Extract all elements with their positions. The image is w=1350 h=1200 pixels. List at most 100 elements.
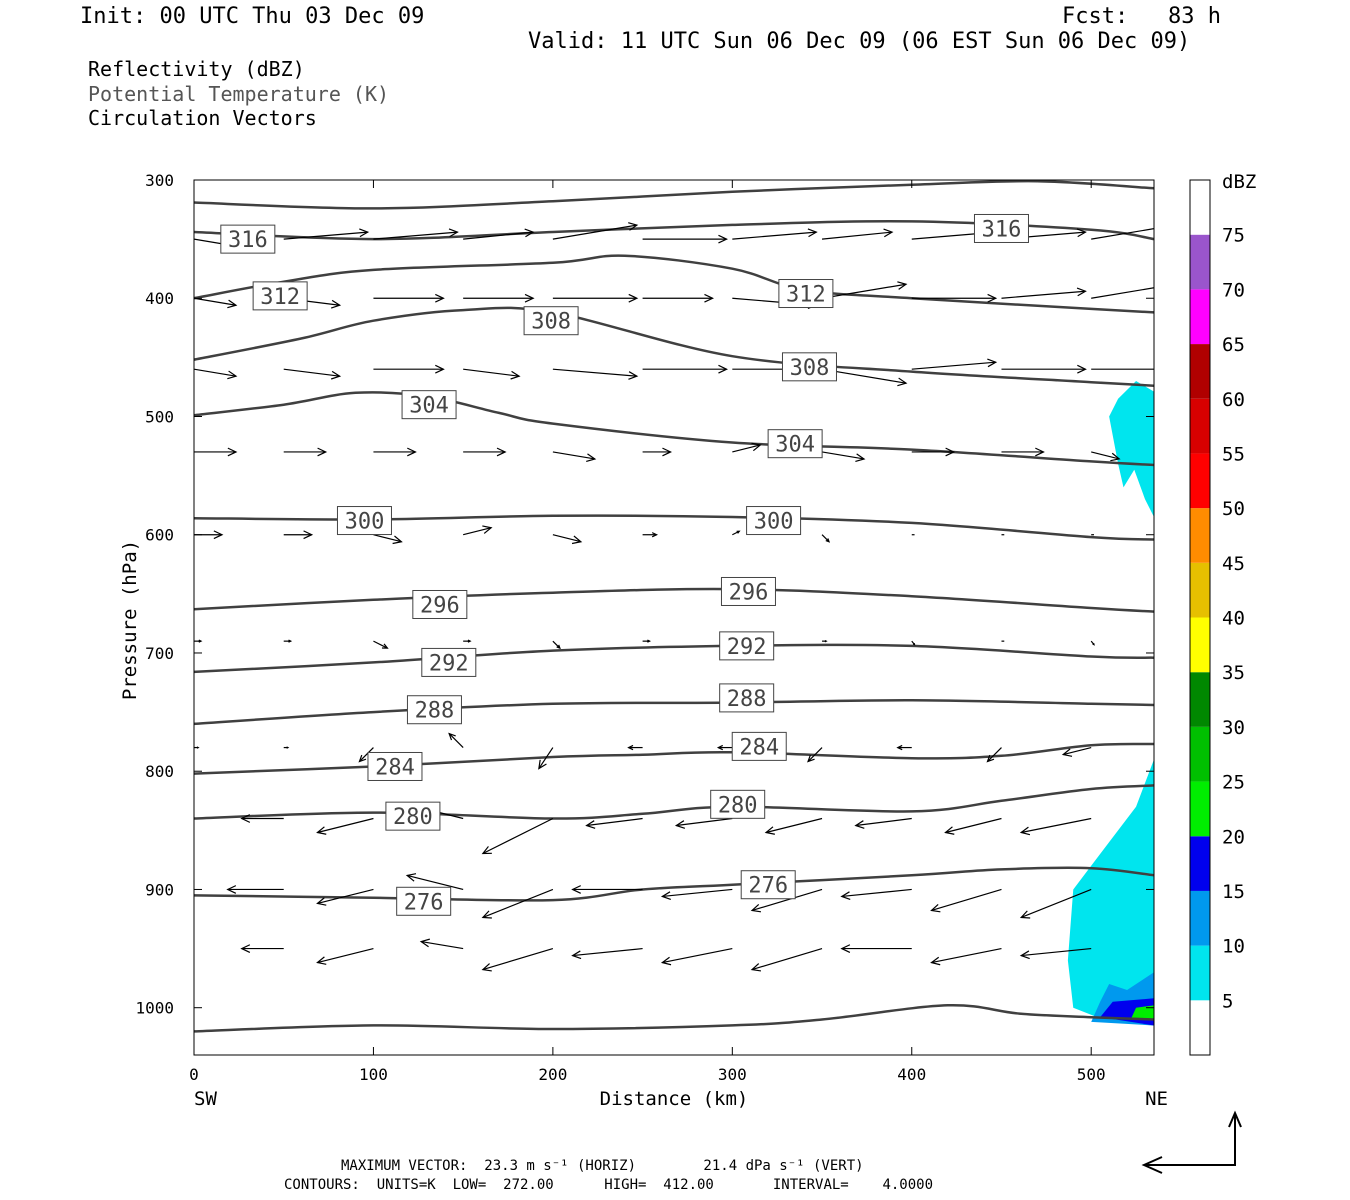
colorbar-tick-label: 40 (1222, 608, 1245, 630)
contour-label-text: 300 (754, 510, 794, 535)
contour-label-text: 316 (982, 217, 1022, 242)
vector-arrowhead (897, 377, 908, 387)
x-tick-label: 500 (1077, 1065, 1106, 1084)
circulation-vector (1001, 287, 1087, 299)
contour-label-text: 316 (228, 228, 268, 253)
contour-label-284: 284 (731, 731, 787, 761)
circulation-vector (481, 817, 554, 855)
theta-contour-280 (194, 784, 1154, 820)
contour-label-308: 308 (781, 352, 837, 382)
contour-label-box (523, 306, 579, 336)
vector-arrowhead (359, 228, 370, 238)
contour-label-280: 280 (710, 789, 766, 819)
vector-shaft (987, 747, 1002, 762)
colorbar-swatch (1190, 562, 1210, 618)
circulation-vector (642, 639, 652, 643)
vector-shaft (1020, 888, 1092, 919)
contour-label-288: 288 (719, 683, 775, 713)
valid-time: Valid: 11 UTC Sun 06 Dec 09 (06 EST Sun … (528, 29, 1191, 54)
contour-label-box (367, 751, 423, 781)
vector-shaft (931, 947, 1002, 964)
vector-arrowhead (660, 956, 672, 966)
x-tick-label: 400 (897, 1065, 926, 1084)
vector-arrowhead (807, 754, 815, 763)
colorbar-swatch (1190, 836, 1210, 891)
contour-label-box (746, 506, 802, 536)
colorbar-tick-label: 65 (1222, 334, 1245, 356)
circulation-vector (552, 640, 561, 650)
circulation-vector (226, 885, 284, 894)
circulation-vector (732, 442, 762, 453)
vector-shaft (373, 231, 458, 240)
vector-arrowhead (435, 364, 445, 374)
vector-arrowhead (510, 370, 521, 380)
contour-label-box (740, 870, 796, 900)
circulation-vector (552, 293, 639, 303)
circulation-vector (283, 447, 328, 457)
vector-arrowhead (358, 754, 367, 763)
circulation-vector (1091, 228, 1154, 240)
vector-arrowhead (1110, 452, 1121, 462)
contour-label-312: 312 (778, 279, 834, 309)
circulation-vector (283, 639, 293, 643)
vector-shaft (317, 947, 374, 964)
contour-label-308: 308 (523, 306, 579, 336)
vector-arrowhead (1076, 287, 1087, 297)
circulation-vector (194, 948, 195, 950)
contour-label-box (781, 352, 837, 382)
vector-arrowhead (716, 744, 724, 751)
vector-arrowhead (196, 746, 200, 749)
circulation-vector (821, 281, 908, 299)
legend-reflectivity: Reflectivity (dBZ) (88, 57, 305, 81)
circulation-vector (750, 948, 823, 972)
circulation-vector (373, 228, 459, 240)
vector-shaft (317, 817, 374, 834)
vector-arrowhead (467, 639, 472, 643)
contour-label-text: 296 (420, 593, 460, 618)
colorbar-swatch (1190, 781, 1210, 837)
forecast-hour: Fcst: 83 h (1062, 4, 1221, 29)
circulation-vector (821, 451, 866, 462)
vector-arrowhead (524, 293, 535, 303)
circulation-vector (732, 228, 818, 240)
vector-shaft (572, 947, 643, 957)
vector-arrowhead (718, 364, 729, 374)
colorbar-tick-label: 20 (1222, 826, 1245, 848)
circulation-vector (1091, 451, 1121, 462)
vector-shaft (194, 297, 237, 306)
vector-shaft (373, 534, 402, 543)
max-vector-note: MAXIMUM VECTOR: 23.3 m s⁻¹ (HORIZ) 21.4 … (341, 1158, 864, 1174)
circulation-vector (240, 944, 284, 953)
circulation-vector (807, 747, 823, 763)
y-tick-label: 500 (145, 407, 174, 426)
circulation-vector (930, 888, 1002, 913)
circulation-vector-layer (194, 222, 1154, 972)
contour-label-276: 276 (396, 886, 452, 916)
colorbar-tick-label: 70 (1222, 279, 1245, 301)
colorbar-title: dBZ (1222, 171, 1256, 193)
circulation-vector (283, 530, 314, 540)
vector-shaft (751, 948, 823, 971)
y-axis-label: Pressure (hPa) (119, 540, 141, 700)
vector-shaft (421, 940, 464, 950)
contour-label-296: 296 (720, 576, 776, 606)
circulation-vector (283, 228, 370, 240)
circulation-vector (538, 747, 554, 770)
contour-label-304: 304 (401, 390, 457, 420)
circulation-vector (373, 364, 445, 374)
circulation-vector (642, 364, 729, 374)
vector-shaft (1001, 290, 1086, 299)
circulation-vector (316, 817, 374, 835)
x-end-right-label: NE (1145, 1088, 1168, 1110)
colorbar-tick-label: 45 (1222, 553, 1245, 575)
colorbar-swatch (1190, 945, 1210, 1001)
theta-contour-296 (194, 587, 1154, 613)
vector-arrowhead (286, 746, 290, 749)
circulation-vector (463, 525, 493, 536)
vector-arrowhead (855, 453, 866, 462)
theta-contour-320 (194, 180, 1154, 210)
vector-arrowhead (481, 846, 492, 855)
colorbar-tick-label: 30 (1222, 717, 1245, 739)
colorbar-swatch (1190, 398, 1210, 454)
vector-arrowhead (736, 530, 741, 534)
